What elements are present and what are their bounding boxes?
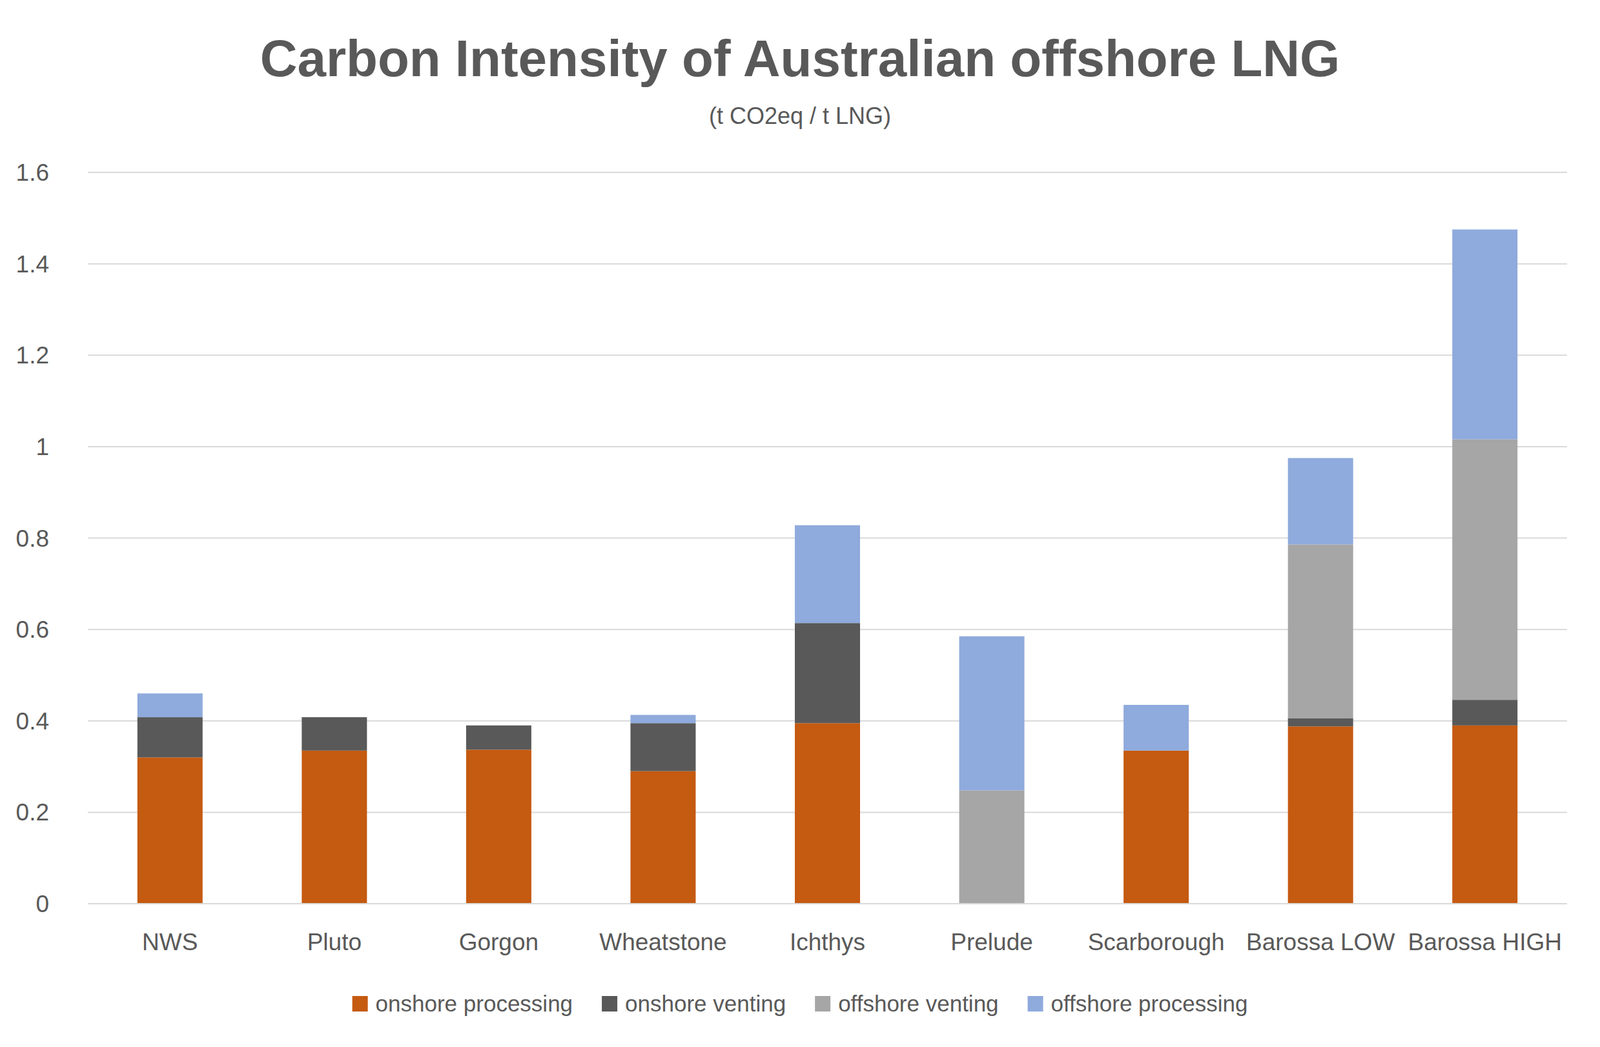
x-tick-label: NWS: [142, 929, 198, 956]
bar-segment: [301, 750, 367, 904]
bar-segment: [137, 757, 203, 904]
y-tick-label: 1: [35, 433, 50, 461]
legend-label: onshore processing: [375, 991, 573, 1017]
bar-segment: [1452, 725, 1518, 904]
y-tick-label: 0.2: [16, 799, 50, 826]
bar-segment: [1288, 544, 1354, 718]
bar-segment: [301, 717, 367, 718]
bar-segment: [794, 723, 861, 904]
legend-swatch: [1027, 996, 1044, 1012]
bar-segment: [1123, 750, 1189, 904]
bar-segment: [137, 717, 203, 758]
legend-swatch: [601, 996, 618, 1012]
bar-segment: [301, 717, 367, 718]
bar-segment: [630, 715, 696, 724]
y-tick-label: 1.6: [16, 159, 50, 186]
x-tick-label: Pluto: [307, 929, 362, 956]
grid-line: [87, 446, 1568, 448]
legend-swatch: [352, 996, 369, 1012]
bar-segment: [630, 723, 696, 771]
grid-line: [87, 903, 1568, 905]
bar-segment: [959, 636, 1025, 791]
y-tick-label: 1.4: [16, 251, 50, 278]
bar-segment: [1123, 705, 1189, 751]
bar-segment: [1288, 718, 1354, 728]
bar-segment: [466, 725, 532, 751]
bar-segment: [466, 725, 532, 726]
x-tick-label: Ichthys: [789, 929, 866, 956]
bar-segment: [959, 790, 1025, 904]
y-tick-label: 0.4: [16, 708, 50, 735]
grid-line: [87, 354, 1568, 356]
bar-segment: [794, 623, 861, 724]
bar-segment: [1452, 229, 1518, 440]
bar-segment: [1288, 726, 1354, 904]
legend-swatch: [814, 996, 831, 1012]
bar-segment: [466, 749, 532, 904]
y-tick-label: 1.2: [16, 342, 50, 369]
x-tick-label: Gorgon: [459, 929, 539, 956]
bar-segment: [1288, 458, 1354, 545]
subtitle: (t CO2eq / t LNG): [708, 102, 892, 130]
bar-segment: [466, 725, 532, 726]
bar-segment: [794, 525, 861, 624]
grid-line: [87, 171, 1568, 174]
grid-line: [87, 263, 1568, 265]
bar-segment: [1452, 439, 1518, 701]
bar-segment: [1452, 699, 1518, 726]
chart: Carbon Intensity of Australian offshore …: [0, 0, 1600, 1047]
legend-label: offshore venting: [838, 991, 999, 1017]
x-tick-label: Wheatstone: [599, 929, 727, 956]
title: Carbon Intensity of Australian offshore …: [260, 29, 1341, 88]
x-tick-label: Barossa HIGH: [1407, 929, 1562, 956]
y-tick-label: 0.8: [16, 525, 50, 553]
bar-segment: [301, 717, 367, 751]
y-tick-label: 0.6: [16, 616, 50, 644]
x-tick-label: Prelude: [950, 929, 1034, 956]
x-tick-label: Barossa LOW: [1246, 929, 1395, 956]
legend-label: offshore processing: [1051, 991, 1249, 1017]
x-tick-label: Scarborough: [1087, 929, 1225, 956]
legend-label: onshore venting: [625, 991, 786, 1017]
x-axis: [87, 903, 1568, 905]
y-tick-label: 0: [35, 891, 50, 918]
bar-segment: [630, 771, 696, 904]
legend: onshore processing onshore venting offshor…: [352, 991, 1249, 1017]
bar-segment: [137, 693, 203, 718]
bars: [137, 229, 1518, 904]
